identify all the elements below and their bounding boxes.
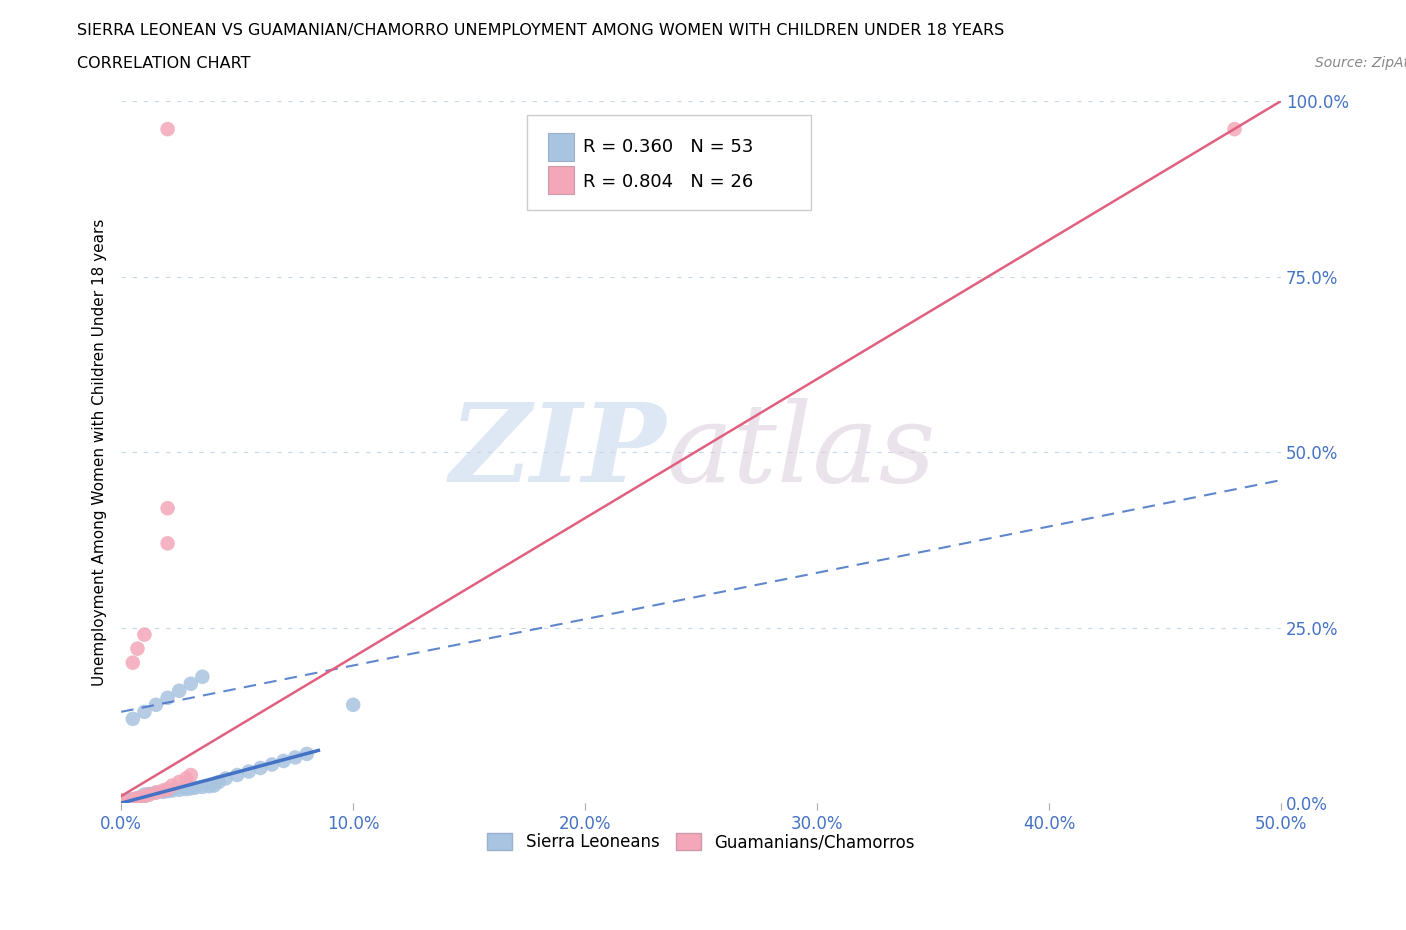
- Sierra Leoneans: [202, 778, 225, 793]
- Sierra Leoneans: [226, 767, 249, 782]
- Sierra Leoneans: [284, 750, 307, 764]
- Sierra Leoneans: [110, 794, 132, 809]
- Sierra Leoneans: [260, 757, 283, 772]
- Guamanians/Chamorros: [110, 796, 132, 811]
- Sierra Leoneans: [110, 796, 132, 811]
- Sierra Leoneans: [128, 793, 150, 808]
- Sierra Leoneans: [191, 670, 214, 684]
- Text: SIERRA LEONEAN VS GUAMANIAN/CHAMORRO UNEMPLOYMENT AMONG WOMEN WITH CHILDREN UNDE: SIERRA LEONEAN VS GUAMANIAN/CHAMORRO UNE…: [77, 23, 1004, 38]
- Text: Source: ZipAtlas.com: Source: ZipAtlas.com: [1315, 56, 1406, 70]
- Guamanians/Chamorros: [167, 775, 190, 790]
- Text: atlas: atlas: [666, 398, 936, 506]
- Sierra Leoneans: [138, 787, 160, 802]
- Text: ZIP: ZIP: [450, 398, 666, 506]
- Sierra Leoneans: [110, 796, 132, 811]
- Sierra Leoneans: [110, 793, 132, 808]
- Sierra Leoneans: [120, 792, 142, 807]
- Text: R = 0.360   N = 53: R = 0.360 N = 53: [583, 138, 754, 155]
- Sierra Leoneans: [110, 796, 132, 811]
- Guamanians/Chamorros: [180, 767, 202, 782]
- Sierra Leoneans: [124, 791, 146, 806]
- Sierra Leoneans: [208, 775, 231, 790]
- Sierra Leoneans: [134, 789, 156, 804]
- Guamanians/Chamorros: [145, 785, 167, 800]
- Sierra Leoneans: [134, 787, 156, 802]
- Sierra Leoneans: [121, 792, 143, 807]
- Guamanians/Chamorros: [174, 771, 197, 786]
- Guamanians/Chamorros: [110, 796, 132, 811]
- Guamanians/Chamorros: [134, 627, 156, 642]
- Sierra Leoneans: [145, 785, 167, 800]
- Text: CORRELATION CHART: CORRELATION CHART: [77, 56, 250, 71]
- Sierra Leoneans: [198, 778, 221, 793]
- Guamanians/Chamorros: [121, 792, 143, 807]
- Sierra Leoneans: [134, 704, 156, 719]
- Guamanians/Chamorros: [110, 793, 132, 808]
- Sierra Leoneans: [152, 784, 174, 799]
- Sierra Leoneans: [167, 782, 190, 797]
- Sierra Leoneans: [238, 764, 260, 779]
- Sierra Leoneans: [110, 796, 132, 811]
- Sierra Leoneans: [273, 753, 295, 768]
- Guamanians/Chamorros: [156, 122, 179, 137]
- Sierra Leoneans: [128, 790, 150, 804]
- Sierra Leoneans: [117, 793, 139, 808]
- Guamanians/Chamorros: [121, 656, 143, 671]
- Sierra Leoneans: [249, 761, 271, 776]
- Bar: [548, 133, 574, 161]
- Guamanians/Chamorros: [110, 793, 132, 808]
- Text: R = 0.804   N = 26: R = 0.804 N = 26: [583, 173, 754, 191]
- Guamanians/Chamorros: [134, 789, 156, 804]
- Sierra Leoneans: [180, 676, 202, 691]
- Guamanians/Chamorros: [110, 796, 132, 811]
- Guamanians/Chamorros: [152, 783, 174, 798]
- Sierra Leoneans: [115, 793, 138, 808]
- FancyBboxPatch shape: [527, 115, 811, 210]
- Sierra Leoneans: [174, 781, 197, 796]
- Sierra Leoneans: [124, 794, 146, 809]
- Guamanians/Chamorros: [127, 790, 149, 805]
- Sierra Leoneans: [162, 783, 184, 798]
- Sierra Leoneans: [121, 711, 143, 726]
- Guamanians/Chamorros: [138, 787, 160, 802]
- Sierra Leoneans: [214, 771, 236, 786]
- Guamanians/Chamorros: [156, 536, 179, 551]
- Sierra Leoneans: [131, 790, 153, 804]
- Y-axis label: Unemployment Among Women with Children Under 18 years: Unemployment Among Women with Children U…: [93, 219, 107, 685]
- Sierra Leoneans: [115, 796, 138, 811]
- Guamanians/Chamorros: [162, 778, 184, 793]
- Sierra Leoneans: [191, 779, 214, 794]
- Sierra Leoneans: [184, 780, 207, 795]
- Sierra Leoneans: [180, 781, 202, 796]
- Sierra Leoneans: [156, 690, 179, 705]
- Sierra Leoneans: [120, 795, 142, 810]
- Guamanians/Chamorros: [127, 641, 149, 656]
- Sierra Leoneans: [145, 698, 167, 712]
- Guamanians/Chamorros: [110, 796, 132, 811]
- Sierra Leoneans: [110, 796, 132, 811]
- Sierra Leoneans: [167, 684, 190, 698]
- Sierra Leoneans: [110, 796, 132, 811]
- Legend: Sierra Leoneans, Guamanians/Chamorros: Sierra Leoneans, Guamanians/Chamorros: [481, 827, 921, 858]
- Guamanians/Chamorros: [156, 781, 179, 796]
- Sierra Leoneans: [110, 796, 132, 811]
- Guamanians/Chamorros: [110, 794, 132, 809]
- Sierra Leoneans: [127, 790, 149, 805]
- Bar: [548, 166, 574, 194]
- Guamanians/Chamorros: [1223, 122, 1246, 137]
- Guamanians/Chamorros: [156, 500, 179, 515]
- Sierra Leoneans: [110, 796, 132, 811]
- Sierra Leoneans: [295, 747, 318, 762]
- Sierra Leoneans: [342, 698, 364, 712]
- Guamanians/Chamorros: [110, 796, 132, 811]
- Sierra Leoneans: [156, 784, 179, 799]
